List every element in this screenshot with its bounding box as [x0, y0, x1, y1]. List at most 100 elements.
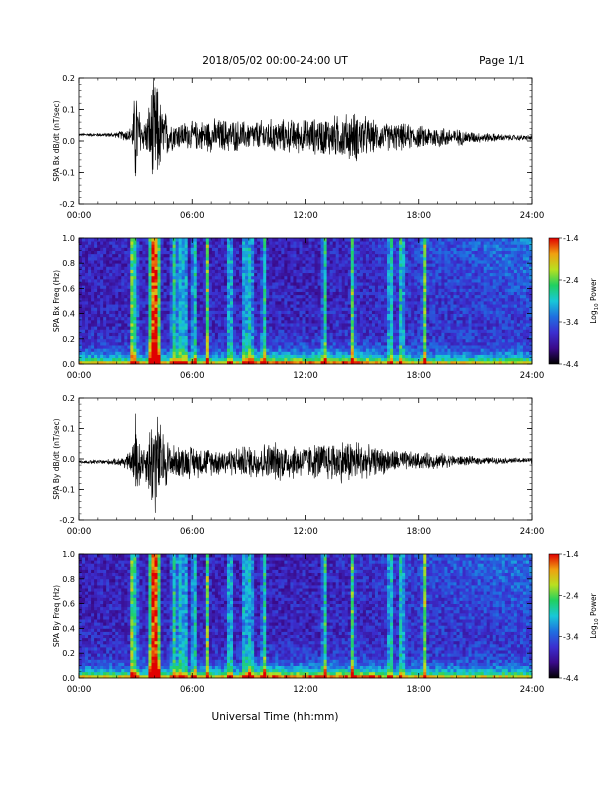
- heatmap-cell: [263, 275, 267, 280]
- heatmap-cell: [290, 326, 294, 330]
- heatmap-cell: [377, 250, 382, 255]
- heatmap-cell: [263, 241, 267, 245]
- heatmap-cell: [196, 266, 201, 270]
- heatmap-cell: [329, 266, 334, 270]
- heatmap-cell: [130, 282, 134, 286]
- heatmap-cell: [269, 256, 273, 261]
- heatmap-cell: [374, 307, 379, 311]
- heatmap-cell: [97, 238, 101, 242]
- heatmap-cell: [260, 323, 264, 327]
- heatmap-cell: [166, 304, 170, 308]
- heatmap-cell: [269, 297, 273, 302]
- heatmap-cell: [344, 275, 349, 280]
- heatmap-cell: [230, 256, 234, 261]
- heatmap-cell: [248, 354, 252, 359]
- heatmap-cell: [187, 275, 192, 280]
- heatmap-cell: [317, 278, 321, 283]
- heatmap-cell: [233, 335, 237, 340]
- heatmap-cell: [157, 288, 161, 292]
- heatmap-cell: [148, 238, 152, 242]
- heatmap-cell: [230, 282, 234, 286]
- heatmap-cell: [414, 278, 418, 283]
- heatmap-cell: [236, 238, 240, 242]
- heatmap-cell: [311, 357, 315, 362]
- heatmap-cell: [223, 247, 228, 251]
- heatmap-cell: [432, 313, 436, 318]
- heatmap-cell: [91, 307, 95, 311]
- heatmap-cell: [211, 301, 216, 305]
- heatmap-cell: [326, 275, 331, 280]
- heatmap-cell: [157, 307, 161, 311]
- heatmap-cell: [296, 285, 300, 289]
- heatmap-cell: [387, 313, 391, 318]
- heatmap-cell: [118, 272, 122, 277]
- heatmap-cell: [399, 278, 403, 283]
- heatmap-cell: [133, 241, 137, 245]
- heatmap-cell: [136, 348, 140, 352]
- heatmap-cell: [305, 291, 309, 296]
- heatmap-cell: [408, 263, 412, 267]
- heatmap-cell: [399, 260, 403, 264]
- heatmap-cell: [109, 278, 113, 283]
- heatmap-cell: [335, 285, 340, 289]
- heatmap-cell: [220, 307, 225, 311]
- heatmap-cell: [390, 247, 394, 251]
- heatmap-cell: [154, 354, 158, 359]
- heatmap-cell: [157, 256, 161, 261]
- heatmap-cell: [88, 250, 92, 255]
- heatmap-cell: [242, 316, 246, 321]
- heatmap-cell: [233, 329, 237, 333]
- heatmap-cell: [432, 247, 436, 251]
- heatmap-cell: [359, 253, 364, 258]
- heatmap-cell: [257, 288, 261, 292]
- heatmap-cell: [266, 272, 270, 277]
- heatmap-cell: [136, 291, 140, 296]
- heatmap-cell: [148, 260, 152, 264]
- heatmap-cell: [103, 332, 107, 337]
- heatmap-cell: [82, 288, 86, 292]
- heatmap-cell: [338, 294, 343, 299]
- heatmap-cell: [91, 294, 95, 299]
- heatmap-cell: [287, 278, 291, 283]
- heatmap-cell: [163, 338, 167, 343]
- heatmap-cell: [88, 294, 92, 299]
- heatmap-cell: [230, 291, 234, 296]
- heatmap-cell: [172, 269, 177, 274]
- heatmap-cell: [97, 307, 101, 311]
- heatmap-cell: [426, 301, 430, 305]
- heatmap-cell: [350, 319, 355, 324]
- heatmap-cell: [263, 244, 267, 248]
- heatmap-cell: [163, 291, 167, 296]
- heatmap-cell: [184, 241, 189, 245]
- heatmap-cell: [308, 338, 312, 343]
- heatmap-cell: [290, 247, 294, 251]
- heatmap-cell: [115, 275, 119, 280]
- heatmap-cell: [393, 247, 397, 251]
- heatmap-cell: [317, 256, 321, 261]
- heatmap-cell: [396, 319, 400, 324]
- heatmap-cell: [323, 307, 328, 311]
- heatmap-cell: [359, 304, 364, 308]
- heatmap-cell: [374, 341, 379, 346]
- heatmap-cell: [332, 294, 337, 299]
- heatmap-cell: [362, 301, 367, 305]
- heatmap-cell: [230, 338, 234, 343]
- heatmap-cell: [323, 360, 328, 365]
- heatmap-cell: [103, 288, 107, 292]
- heatmap-cell: [226, 278, 231, 283]
- heatmap-cell: [112, 307, 116, 311]
- heatmap-cell: [269, 360, 273, 365]
- heatmap-cell: [136, 288, 140, 292]
- heatmap-cell: [115, 310, 119, 314]
- heatmap-cell: [187, 301, 192, 305]
- heatmap-cell: [444, 256, 448, 261]
- heatmap-cell: [106, 260, 110, 264]
- heatmap-cell: [263, 285, 267, 289]
- heatmap-cell: [133, 345, 137, 349]
- heatmap-cell: [423, 294, 427, 299]
- heatmap-cell: [287, 345, 291, 349]
- heatmap-cell: [393, 319, 397, 324]
- heatmap-cell: [426, 260, 430, 264]
- heatmap-cell: [269, 341, 273, 346]
- heatmap-cell: [169, 241, 174, 245]
